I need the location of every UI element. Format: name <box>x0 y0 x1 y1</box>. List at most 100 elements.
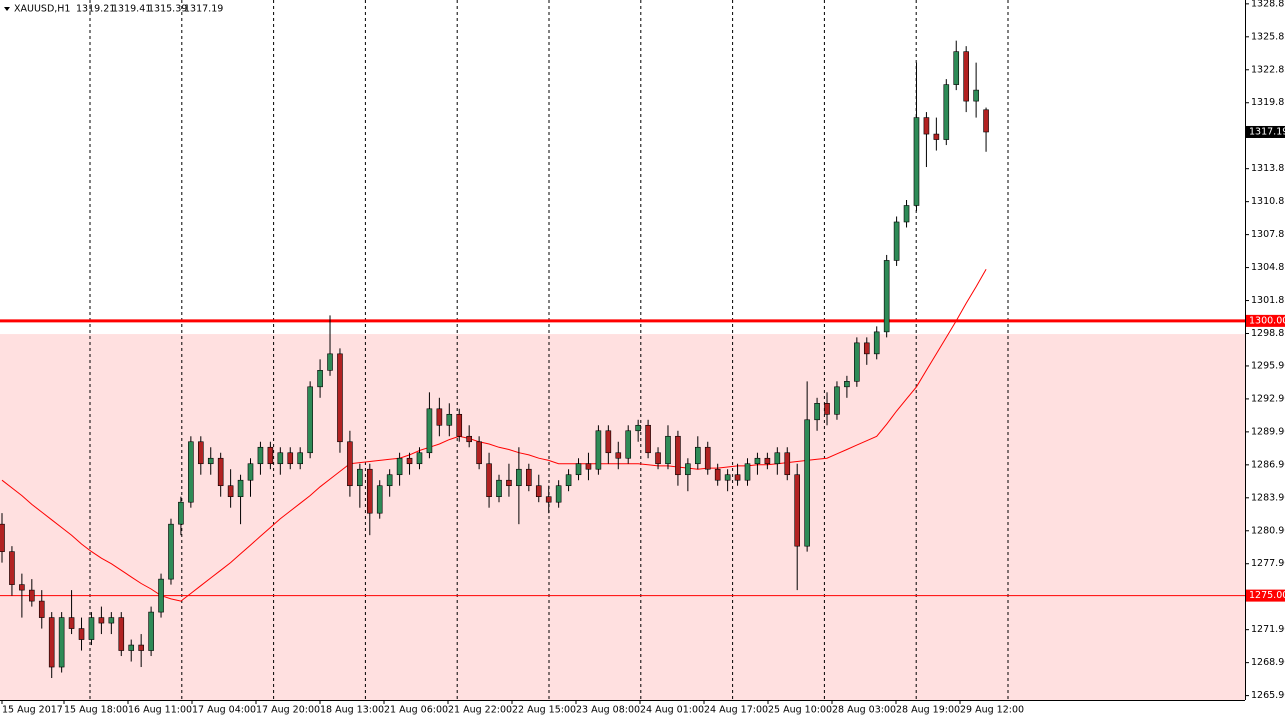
candle-body <box>625 430 632 459</box>
candle-body <box>635 424 641 432</box>
candle-body <box>307 386 313 454</box>
candle-body <box>754 457 761 465</box>
menu-arrow[interactable] <box>4 7 10 11</box>
candle-body <box>844 381 850 388</box>
x-tick-label: 21 Aug 06:00 <box>384 705 448 716</box>
y-tick-label: 1322.85 <box>1251 64 1285 75</box>
candle-body <box>744 463 751 481</box>
candle-body <box>267 446 274 465</box>
candle-body <box>406 457 413 465</box>
candle-body <box>456 413 463 437</box>
y-tick-label: 1265.90 <box>1251 690 1285 701</box>
y-tick-label: 1319.85 <box>1251 97 1285 108</box>
candle-body <box>734 474 741 481</box>
y-tick-label: 1271.90 <box>1251 624 1285 635</box>
candle-body <box>237 479 244 498</box>
candle-body <box>88 617 95 640</box>
candle-body <box>545 496 552 503</box>
candle-body <box>466 435 472 443</box>
candle-body <box>595 430 602 470</box>
candle-body <box>814 402 820 421</box>
candle-body <box>903 205 910 223</box>
candle-body <box>526 468 532 487</box>
candle-body <box>347 441 353 487</box>
y-tick-label: 1313.85 <box>1251 163 1285 174</box>
y-tick-label: 1280.90 <box>1251 525 1285 536</box>
candle-body <box>704 446 711 470</box>
candle-body <box>665 435 671 465</box>
candle-body <box>804 419 810 547</box>
candle-body <box>983 109 989 133</box>
candle-body <box>366 468 373 514</box>
candle-body <box>0 523 5 552</box>
candle-body <box>824 402 830 415</box>
candle-body <box>555 485 562 503</box>
candle-body <box>178 501 184 525</box>
candle-body <box>376 485 383 514</box>
candle-body <box>337 353 343 443</box>
candle-body <box>923 117 930 135</box>
y-tick-label: 1286.90 <box>1251 459 1285 470</box>
x-tick-label: 15 Aug 18:00 <box>64 705 128 716</box>
low-price: 1315.39 <box>148 4 187 15</box>
y-tick-label: 1268.90 <box>1251 657 1285 668</box>
candle-body <box>834 386 840 415</box>
candle-body <box>963 51 969 102</box>
candle-body <box>605 430 612 454</box>
y-tick-label: 1298.85 <box>1251 328 1285 339</box>
candle-body <box>655 452 661 465</box>
x-tick-label: 16 Aug 11:00 <box>128 705 192 716</box>
candle-body <box>774 452 781 465</box>
x-tick-label: 22 Aug 15:00 <box>512 705 576 716</box>
y-tick-label: 1328.85 <box>1251 0 1285 9</box>
candle-body <box>217 457 224 487</box>
candle-body <box>764 457 771 465</box>
candle-body <box>486 463 492 498</box>
x-tick-label: 28 Aug 19:00 <box>896 705 960 716</box>
current-price-label: 1317.19 <box>1249 126 1285 137</box>
candle-body <box>873 331 880 355</box>
candle-body <box>943 84 950 140</box>
x-tick-label: 24 Aug 01:00 <box>640 705 704 716</box>
level-label: 1300.00 <box>1249 315 1285 326</box>
candle-body <box>78 628 85 640</box>
header: XAUUSD,H1 1319.21 1319.41 1315.39 1317.1… <box>4 4 223 15</box>
candle-body <box>98 617 105 624</box>
candle-body <box>516 468 522 487</box>
candle-body <box>794 474 801 547</box>
candle-body <box>158 578 164 613</box>
y-tick-label: 1304.85 <box>1251 262 1285 273</box>
candle-body <box>933 133 940 140</box>
x-tick-label: 15 Aug 2017 <box>2 705 63 716</box>
candle-body <box>575 463 582 476</box>
current-price-box <box>1246 125 1285 138</box>
candle-body <box>277 452 284 465</box>
y-tick-label: 1307.85 <box>1251 229 1285 240</box>
candle-body <box>9 551 15 585</box>
candle-body <box>645 424 651 454</box>
candle-body <box>68 617 75 629</box>
candle-body <box>58 617 65 668</box>
candle-body <box>436 408 443 426</box>
open-price: 1319.21 <box>76 4 115 15</box>
high-price: 1319.41 <box>112 4 151 15</box>
candle-body <box>416 452 423 465</box>
candle-body <box>317 370 323 388</box>
y-tick-label: 1289.90 <box>1251 426 1285 437</box>
candle-body <box>38 600 45 618</box>
candle-body <box>148 611 154 651</box>
y-tick-label: 1277.90 <box>1251 558 1285 569</box>
candle-body <box>19 584 25 591</box>
x-tick-label: 29 Aug 12:00 <box>960 705 1024 716</box>
candle-body <box>953 51 960 85</box>
x-tick-label: 21 Aug 22:00 <box>448 705 512 716</box>
y-tick-label: 1283.90 <box>1251 492 1285 503</box>
x-tick-label: 17 Aug 04:00 <box>192 705 256 716</box>
candle-body <box>188 441 194 503</box>
candle-body <box>207 457 214 465</box>
candle-body <box>973 89 979 102</box>
candle-body <box>198 441 204 465</box>
candle-body <box>694 446 701 465</box>
candle-body <box>893 221 900 261</box>
